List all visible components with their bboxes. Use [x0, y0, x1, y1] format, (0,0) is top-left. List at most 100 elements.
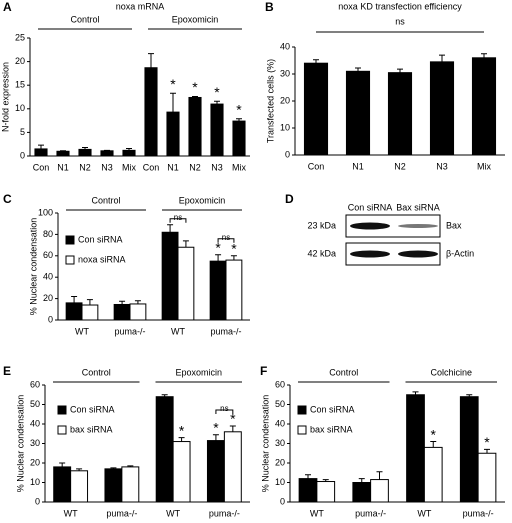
y-tick-label: 0: [285, 149, 290, 159]
bar: [459, 396, 479, 503]
y-tick-label: 40: [30, 418, 40, 428]
bar: [423, 446, 443, 503]
y-tick-label: 5: [20, 127, 25, 137]
y-tick-label: 30: [275, 438, 285, 448]
error-bar: [59, 462, 66, 467]
y-axis-label: % Nuclear condensation: [15, 395, 25, 493]
error-bar: [481, 53, 487, 58]
error-bar: [466, 394, 473, 397]
x-tick-label: Mix: [232, 162, 246, 172]
significance: *: [170, 76, 176, 92]
bar: [122, 149, 136, 157]
x-tick-label: N2: [79, 162, 91, 172]
bar: [65, 302, 83, 321]
error-bar: [358, 478, 365, 483]
error-bar: [134, 300, 141, 304]
y-tick-label: 80: [43, 229, 53, 239]
significance: *: [484, 434, 490, 450]
bar: [477, 452, 497, 503]
x-tick-label: puma-/-: [114, 326, 145, 336]
y-axis-label: N-fold expression: [0, 62, 10, 132]
y-tick-label: 60: [275, 379, 285, 389]
error-bar: [236, 118, 242, 122]
y-tick-label: 20: [275, 457, 285, 467]
legend-swatch: [297, 425, 307, 435]
error-bar: [71, 295, 78, 303]
chart-title: noxa KD transfection efficiency: [338, 1, 462, 11]
significance: *: [192, 79, 198, 95]
panel-label: A: [3, 0, 12, 14]
error-bar: [483, 448, 490, 454]
error-bar: [170, 92, 176, 113]
bar: [298, 478, 318, 503]
panel-label: B: [265, 0, 274, 14]
bar: [209, 260, 227, 321]
significance: *: [213, 419, 219, 435]
error-bar: [212, 434, 219, 441]
legend-swatch: [57, 405, 67, 415]
y-tick-label: 20: [30, 457, 40, 467]
y-axis-label: Transfected cells (%): [265, 59, 275, 143]
significance: *: [230, 411, 236, 427]
y-tick-label: 60: [43, 250, 53, 260]
x-tick-label: WT: [166, 508, 180, 518]
row-label: Bax: [446, 220, 462, 230]
error-bar: [322, 479, 329, 482]
group-label: Control: [70, 14, 99, 24]
legend-label: bax siRNA: [310, 424, 353, 434]
x-tick-label: N1: [57, 162, 69, 172]
y-tick-label: 15: [15, 80, 25, 90]
significance: *: [231, 241, 237, 257]
panel-label: E: [3, 364, 11, 378]
bar: [303, 62, 329, 156]
bar: [121, 466, 140, 503]
bar: [429, 61, 455, 156]
legend-label: noxa siRNA: [78, 254, 126, 264]
bar: [70, 470, 89, 503]
y-tick-label: 60: [30, 379, 40, 389]
error-bar: [192, 96, 198, 98]
y-tick-label: 50: [30, 399, 40, 409]
y-tick-label: 30: [30, 438, 40, 448]
error-bar: [215, 254, 222, 262]
x-tick-label: WT: [171, 326, 185, 336]
row-label: β-Actin: [446, 248, 474, 258]
band: [398, 250, 438, 258]
x-tick-label: puma-/-: [463, 508, 494, 518]
bar: [100, 150, 114, 157]
x-tick-label: puma-/-: [210, 326, 241, 336]
x-tick-label: WT: [417, 508, 431, 518]
error-bar: [38, 144, 44, 149]
error-bar: [161, 394, 168, 397]
bar: [129, 303, 147, 321]
bar: [113, 303, 131, 321]
annotation: ns: [395, 16, 405, 26]
bar: [206, 440, 225, 503]
x-tick-label: Con: [143, 162, 160, 172]
legend-swatch: [57, 425, 67, 435]
x-tick-label: Con: [308, 161, 325, 171]
x-tick-label: puma-/-: [209, 508, 240, 518]
blot-frame: [345, 214, 441, 238]
y-tick-label: 40: [275, 418, 285, 428]
panel-label: C: [3, 192, 12, 206]
error-bar: [82, 147, 88, 150]
y-tick-label: 10: [280, 122, 290, 132]
group-label: Control: [91, 195, 120, 205]
error-bar: [412, 391, 419, 395]
bar: [172, 441, 191, 503]
significance: *: [214, 84, 220, 100]
y-tick-label: 0: [280, 496, 285, 506]
error-bar: [126, 147, 132, 151]
legend-label: bax siRNA: [70, 424, 113, 434]
bar: [81, 304, 99, 321]
bracket: [217, 238, 235, 243]
bar: [370, 479, 389, 503]
y-tick-label: 50: [275, 399, 285, 409]
bar: [188, 96, 202, 157]
y-tick-label: 10: [15, 103, 25, 113]
y-tick-label: 20: [280, 95, 290, 105]
bar: [104, 468, 123, 503]
significance: *: [179, 422, 185, 438]
